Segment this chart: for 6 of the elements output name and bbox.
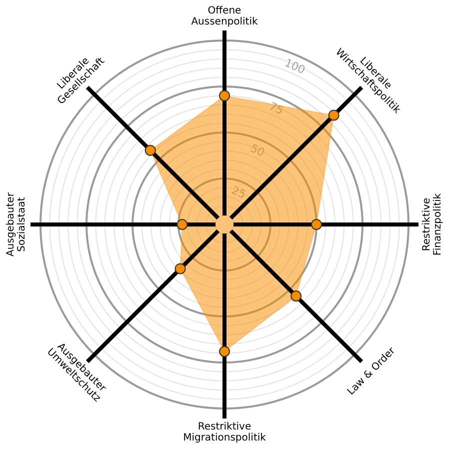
spoke-label: Restriktive Finanzpolitik bbox=[422, 193, 444, 256]
y-tick-label: 100 bbox=[282, 56, 308, 77]
spoke-label: Ausgebauter Sozialstaat bbox=[6, 192, 28, 256]
spoke-label: Restriktive Migrationspolitik bbox=[183, 422, 266, 444]
spoke-label: Offene Aussenpolitik bbox=[191, 6, 258, 28]
y-tick-label: 75 bbox=[267, 100, 286, 118]
